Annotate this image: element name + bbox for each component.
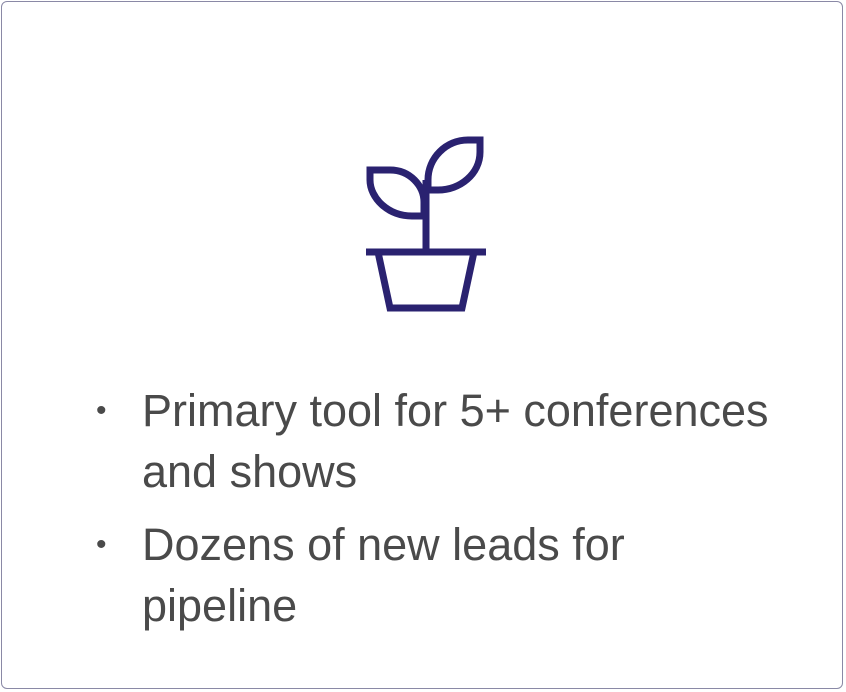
plant-icon bbox=[366, 136, 486, 312]
list-item: • Primary tool for 5+ conferences and sh… bbox=[92, 380, 792, 502]
bullet-icon: • bbox=[96, 528, 107, 561]
bullet-text: Primary tool for 5+ conferences and show… bbox=[142, 385, 769, 497]
bullet-icon: • bbox=[96, 394, 107, 427]
bullet-text: Dozens of new leads for pipeline bbox=[142, 519, 625, 631]
bullet-list: • Primary tool for 5+ conferences and sh… bbox=[92, 380, 792, 648]
list-item: • Dozens of new leads for pipeline bbox=[92, 514, 792, 636]
